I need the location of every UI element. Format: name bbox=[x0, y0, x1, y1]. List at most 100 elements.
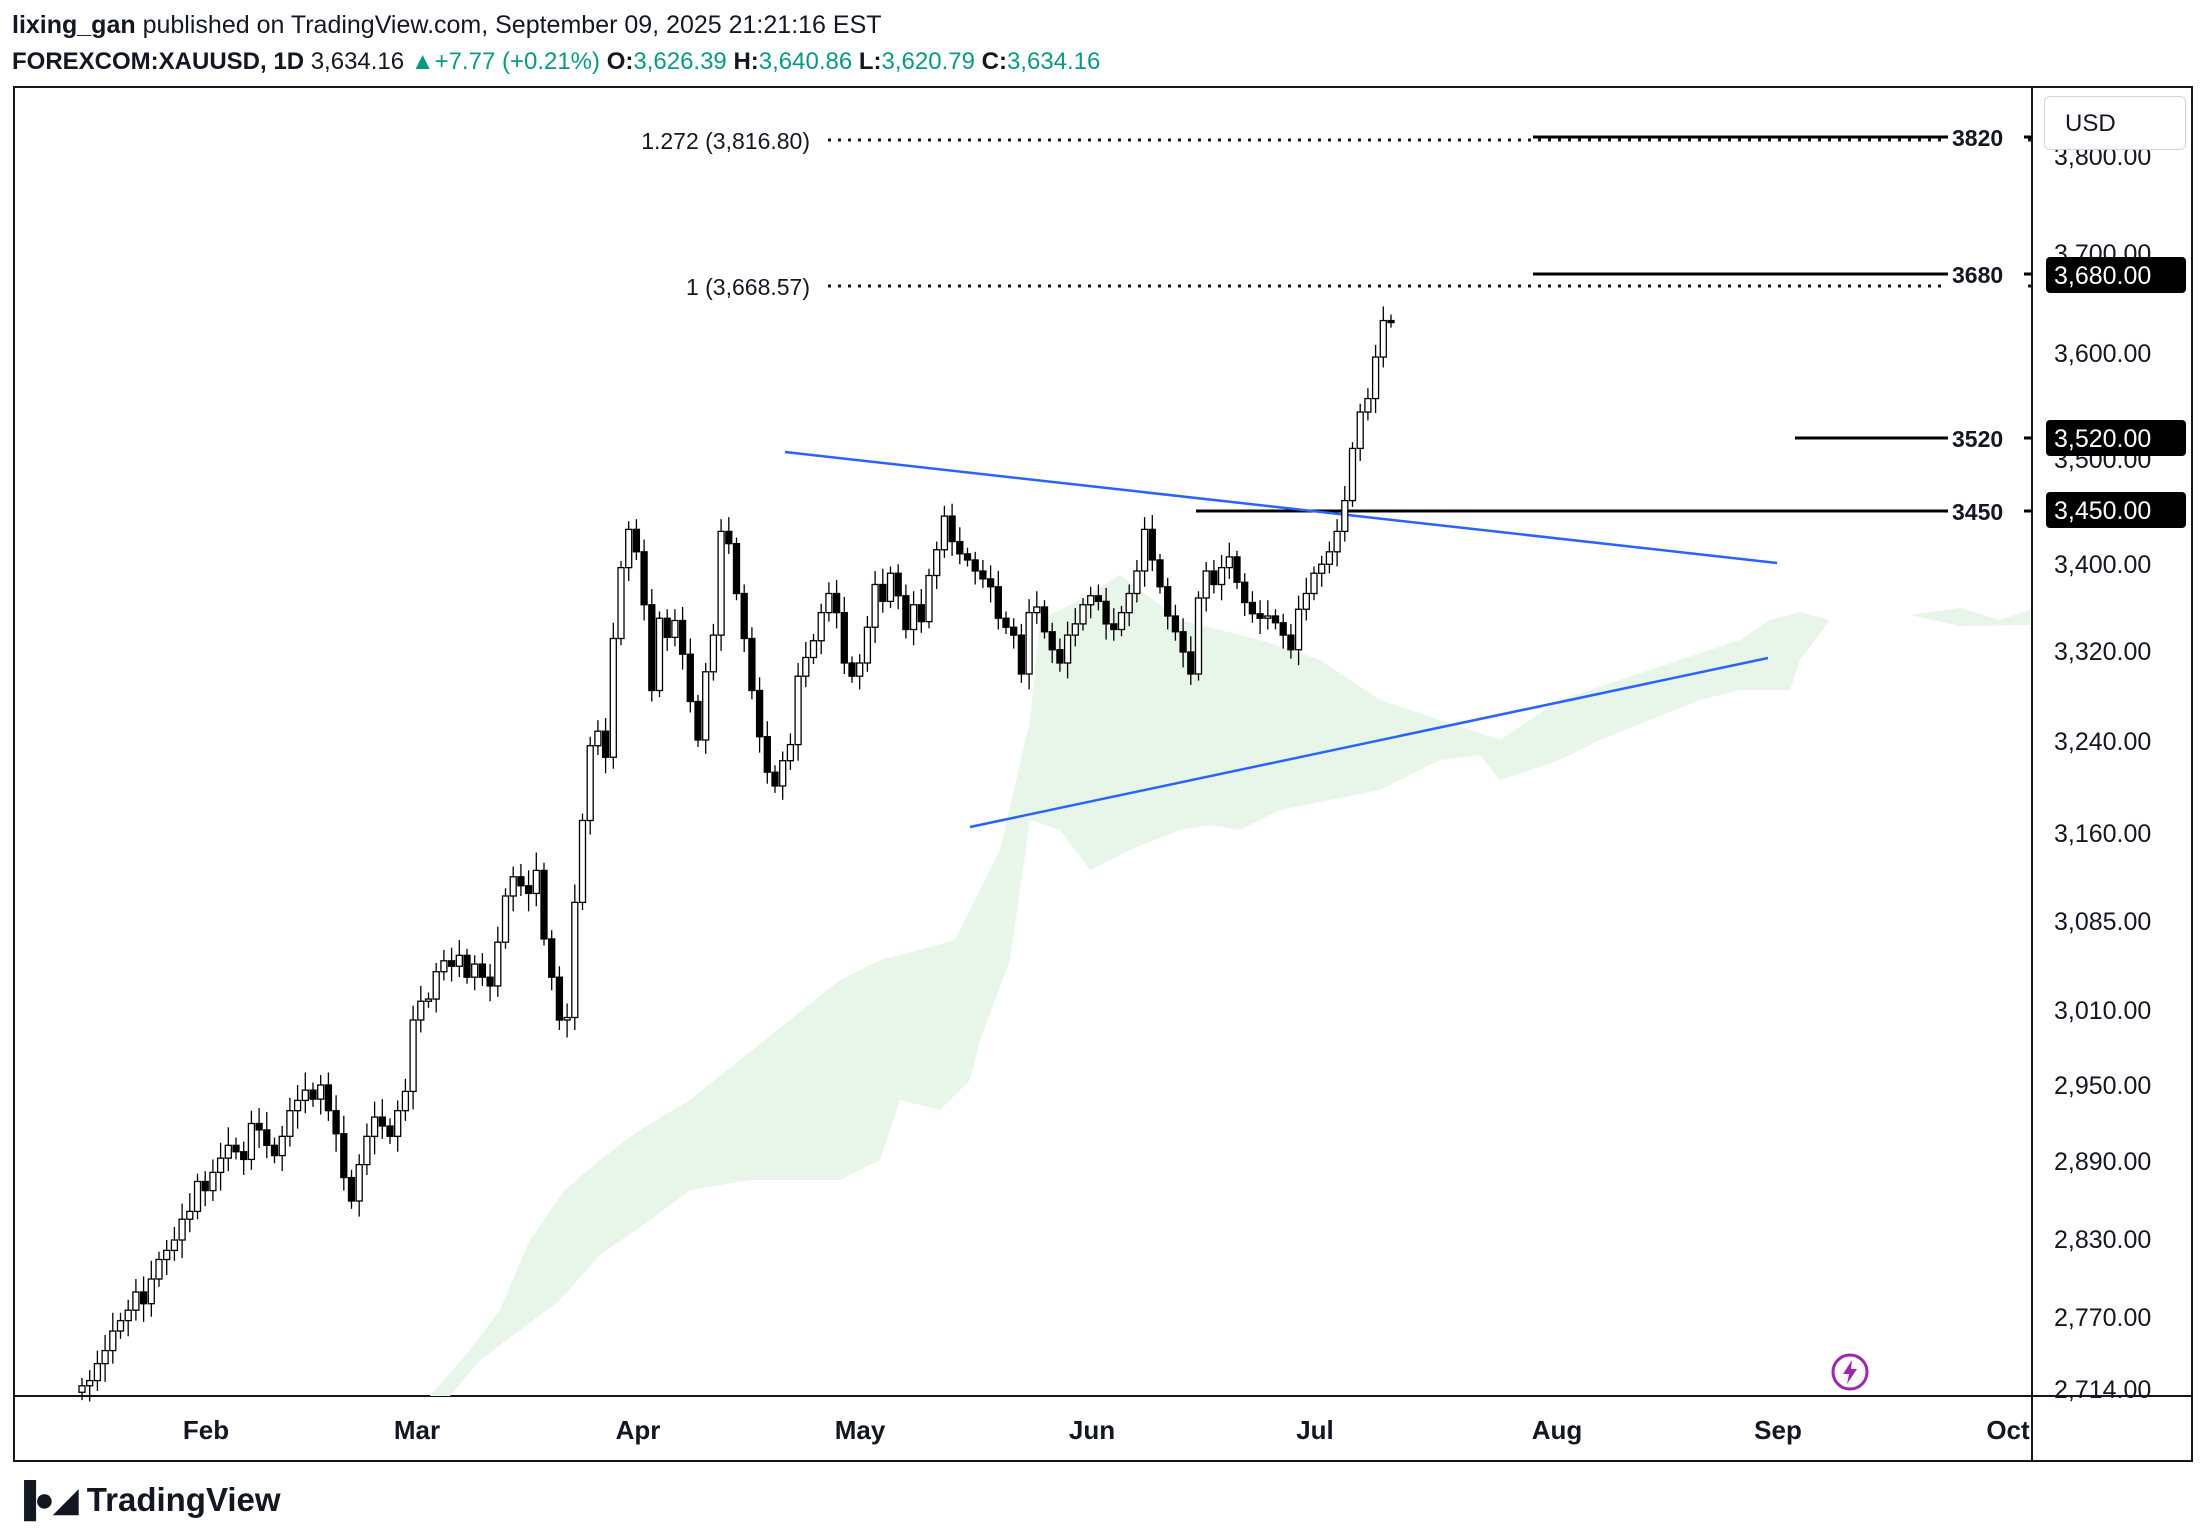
candle-body bbox=[209, 1171, 217, 1192]
tv-logo-icon: ▐●◢ bbox=[12, 1481, 79, 1519]
candle-body bbox=[1010, 626, 1018, 636]
candle-body bbox=[755, 689, 764, 738]
candle-body bbox=[78, 1385, 86, 1393]
candle-body bbox=[1371, 356, 1380, 400]
candle-body bbox=[586, 745, 594, 822]
candle-body bbox=[832, 592, 841, 614]
candle-body bbox=[948, 515, 956, 543]
y-tick-3010: 3,010.00 bbox=[2054, 997, 2151, 1025]
publisher-name[interactable]: lixing_gan bbox=[12, 11, 136, 39]
candle-body bbox=[548, 938, 556, 978]
candle-body bbox=[1087, 595, 1095, 606]
x-tick-oct: Oct bbox=[1986, 1415, 2030, 1445]
close-value: 3,634.16 bbox=[1006, 48, 1101, 75]
badge-3680: 3,680.00 bbox=[2054, 262, 2151, 290]
candle-body bbox=[1102, 600, 1110, 625]
candle-body bbox=[1294, 608, 1303, 651]
candle-body bbox=[702, 671, 710, 741]
candle-body bbox=[155, 1258, 163, 1280]
y-tick-3320: 3,320.00 bbox=[2054, 638, 2151, 666]
x-tick-jun: Jun bbox=[1069, 1415, 1115, 1445]
candle-body bbox=[786, 743, 795, 762]
candle-body bbox=[447, 960, 456, 967]
level-3680-label: 3680 bbox=[1952, 262, 2003, 288]
candle-body bbox=[1040, 606, 1049, 633]
candle-body bbox=[856, 662, 864, 677]
candle-body bbox=[1148, 528, 1156, 561]
open-label: O: bbox=[606, 48, 634, 75]
candle-body bbox=[1310, 572, 1318, 595]
candle-body bbox=[902, 595, 910, 631]
last-price: 3,634.16 bbox=[310, 48, 405, 75]
candle-body bbox=[986, 578, 995, 588]
badge-3450-bg bbox=[2046, 492, 2186, 528]
candle-body bbox=[432, 971, 440, 1000]
candle-body bbox=[247, 1122, 256, 1161]
x-tick-jul: Jul bbox=[1296, 1415, 1334, 1445]
price-axis[interactable]: 3,800.00 3,700.00 3,600.00 3,500.00 3,40… bbox=[2054, 143, 2151, 1404]
level-3450-label-bg bbox=[1948, 498, 2024, 526]
x-tick-feb: Feb bbox=[183, 1415, 229, 1445]
candle-body bbox=[1217, 566, 1226, 586]
candle-body bbox=[717, 530, 725, 636]
candle-body bbox=[524, 885, 533, 895]
candle-body bbox=[678, 619, 687, 655]
candle-body bbox=[779, 760, 787, 787]
lower-trendline[interactable] bbox=[969, 656, 1769, 829]
candle-body bbox=[594, 730, 602, 747]
candle-body bbox=[324, 1084, 333, 1112]
candle-body bbox=[1264, 615, 1272, 619]
candle-body bbox=[1233, 556, 1241, 583]
candle-body bbox=[286, 1110, 294, 1137]
candle-body bbox=[401, 1090, 410, 1112]
candle-body bbox=[732, 542, 741, 595]
candle-body bbox=[1194, 597, 1203, 675]
candle-body bbox=[663, 617, 671, 639]
candle-body bbox=[863, 626, 872, 664]
candle-body bbox=[1256, 613, 1264, 619]
tradingview-logo[interactable]: ▐●◢ TradingView bbox=[12, 1478, 281, 1522]
y-tick-3085: 3,085.00 bbox=[2054, 908, 2151, 936]
candle-body bbox=[694, 700, 702, 741]
published-text: published on TradingView.com, September … bbox=[142, 11, 882, 39]
candle-body bbox=[1333, 530, 1341, 553]
y-tick-2714: 2,714.00 bbox=[2054, 1376, 2151, 1404]
candle-body bbox=[417, 1000, 425, 1021]
candle-body bbox=[1117, 611, 1126, 631]
brand-name: TradingView bbox=[86, 1481, 281, 1518]
candle-body bbox=[1356, 411, 1364, 450]
candle-body bbox=[109, 1330, 117, 1352]
level-3680-label-bg bbox=[1948, 261, 2024, 289]
candle-body bbox=[925, 574, 933, 623]
high-value: 3,640.86 bbox=[758, 48, 853, 75]
candle-body bbox=[216, 1157, 225, 1174]
candle-body bbox=[632, 528, 641, 553]
symbol-name[interactable]: FOREXCOM:XAUUSD, 1D bbox=[12, 48, 305, 75]
candle-body bbox=[309, 1089, 317, 1100]
candle-body bbox=[879, 583, 887, 603]
candle-body bbox=[1387, 319, 1395, 324]
candle-body bbox=[1071, 623, 1079, 636]
time-axis[interactable]: Feb Mar Apr May Jun Jul Aug Sep Oct bbox=[183, 1415, 2030, 1445]
y-tick-2770: 2,770.00 bbox=[2054, 1304, 2151, 1332]
candle-body bbox=[894, 572, 902, 597]
lightning-icon[interactable] bbox=[1830, 1352, 1870, 1392]
candle-body bbox=[840, 611, 848, 664]
candle-body bbox=[486, 976, 494, 987]
candle-body bbox=[1179, 631, 1187, 653]
candle-body bbox=[1318, 563, 1326, 574]
upper-trendline[interactable] bbox=[784, 450, 1778, 565]
candle-body bbox=[571, 901, 579, 1019]
level-3450-label: 3450 bbox=[1952, 499, 2003, 525]
candle-body bbox=[617, 566, 625, 640]
candle-body bbox=[409, 1019, 417, 1093]
candle-body bbox=[386, 1125, 394, 1137]
open-value: 3,626.39 bbox=[633, 48, 727, 75]
candle-body bbox=[301, 1089, 309, 1102]
candle-body bbox=[147, 1278, 155, 1305]
candle-body bbox=[193, 1180, 202, 1213]
currency-button[interactable]: USD bbox=[2044, 96, 2186, 150]
candle-body bbox=[1171, 615, 1180, 633]
candle-body bbox=[1241, 581, 1249, 604]
